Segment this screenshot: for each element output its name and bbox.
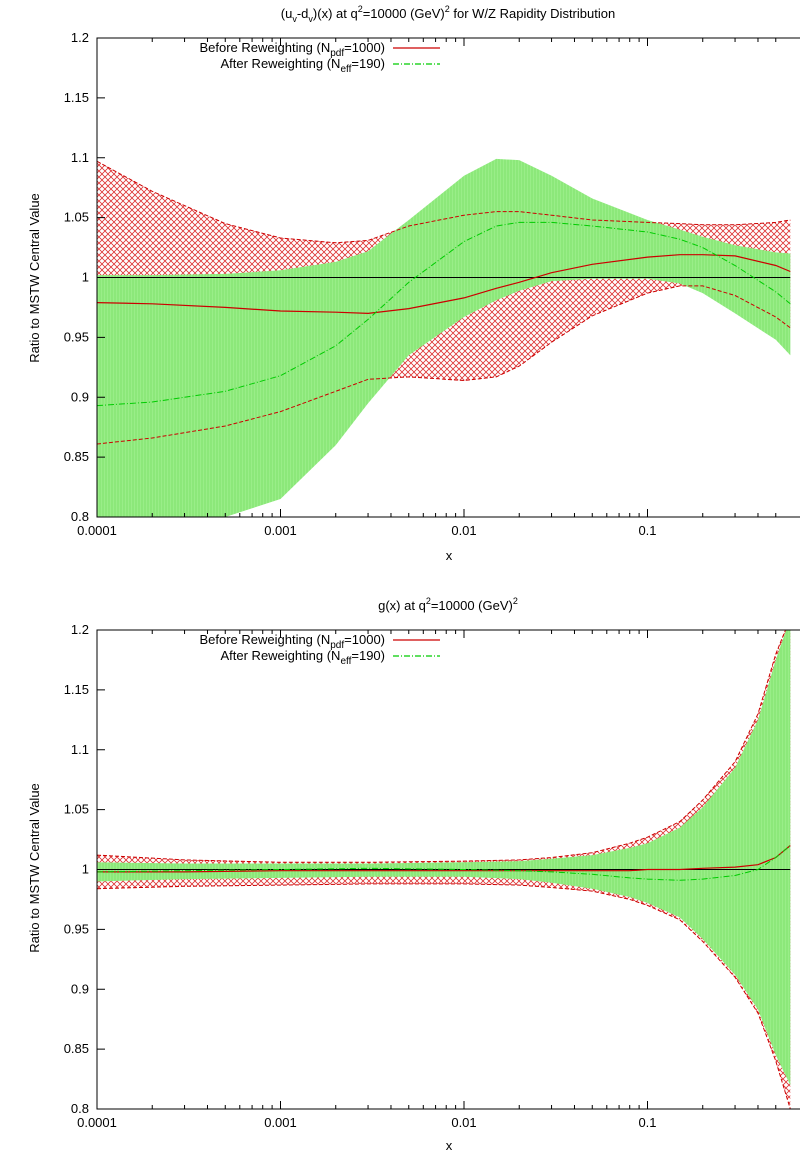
chart-title: (uv-dv)(x) at q2=10000 (GeV)2 for W/Z Ra… <box>281 4 615 24</box>
x-tick-label: 0.0001 <box>77 523 117 538</box>
x-axis-label: x <box>446 1138 453 1153</box>
plot-area: 0.8 0.85 0.9 0.95 1 1.05 1.1 1.15 1.2 0.0001 0.001… <box>64 622 800 1130</box>
x-tick-label: 0.0001 <box>77 1115 117 1130</box>
after-central-line <box>97 221 791 407</box>
x-tick-label: 0.01 <box>451 1115 476 1130</box>
plot-clip-group <box>97 158 791 517</box>
y-tick-label: 1 <box>82 270 89 285</box>
chart-gluon: g(x) at q2=10000 (GeV)2 0.8 0.85 0.9 0.95 1 1… <box>27 596 800 1153</box>
y-tick-label: 0.9 <box>71 981 89 996</box>
y-tick-label: 0.95 <box>64 921 89 936</box>
after-uncertainty-band <box>97 630 791 1086</box>
plot-clip-group <box>97 630 791 1109</box>
y-tick-label: 1.2 <box>71 30 89 45</box>
x-axis-label: x <box>446 548 453 563</box>
y-tick-label: 0.9 <box>71 389 89 404</box>
legend-label: Before Reweighting (Npdf=1000) <box>199 632 385 651</box>
y-tick-label: 1.05 <box>64 802 89 817</box>
y-tick-label: 1.2 <box>71 622 89 637</box>
y-tick-label: 1.1 <box>71 150 89 165</box>
legend-label: After Reweighting (Neff=190) <box>220 648 385 667</box>
before-upper-line <box>97 160 791 244</box>
plot-area: 0.8 0.85 0.9 0.95 1 1.05 1.1 1.15 1.2 0.0001 0.001… <box>64 30 800 538</box>
before-central-line <box>97 254 791 315</box>
after-central-line <box>97 845 791 881</box>
y-tick-label: 0.95 <box>64 329 89 344</box>
y-tick-label: 1.15 <box>64 682 89 697</box>
x-tick-label: 0.1 <box>638 523 656 538</box>
y-tick-label: 0.8 <box>71 1101 89 1116</box>
y-axis-label: Ratio to MSTW Central Value <box>27 783 42 953</box>
y-tick-label: 0.8 <box>71 509 89 524</box>
x-tick-label: 0.001 <box>264 1115 297 1130</box>
x-tick-label: 0.001 <box>264 523 297 538</box>
legend-label: After Reweighting (Neff=190) <box>220 56 385 75</box>
y-tick-label: 0.85 <box>64 1041 89 1056</box>
chart-uv-dv: (uv-dv)(x) at q2=10000 (GeV)2 for W/Z Ra… <box>27 4 800 563</box>
before-central-line <box>97 845 791 873</box>
x-tick-label: 0.1 <box>638 1115 656 1130</box>
y-tick-label: 0.85 <box>64 449 89 464</box>
before-upper-line <box>97 630 787 863</box>
y-tick-label: 1.1 <box>71 742 89 757</box>
y-axis-label: Ratio to MSTW Central Value <box>27 193 42 363</box>
chart-title: g(x) at q2=10000 (GeV)2 <box>378 596 518 613</box>
y-tick-label: 1.05 <box>64 210 89 225</box>
y-tick-label: 1.15 <box>64 90 89 105</box>
y-tick-label: 1 <box>82 862 89 877</box>
after-uncertainty-band <box>97 158 791 517</box>
x-tick-label: 0.01 <box>451 523 476 538</box>
legend-label: Before Reweighting (Npdf=1000) <box>199 40 385 59</box>
before-lower-line <box>97 285 791 445</box>
